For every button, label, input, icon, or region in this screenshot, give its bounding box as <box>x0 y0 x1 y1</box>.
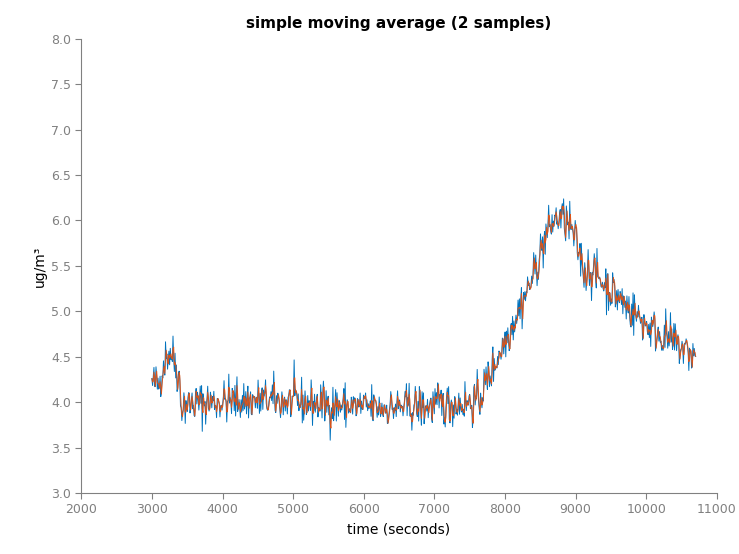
X-axis label: time (seconds): time (seconds) <box>347 522 451 536</box>
Y-axis label: ug/m³: ug/m³ <box>33 245 47 286</box>
Title: simple moving average (2 samples): simple moving average (2 samples) <box>246 16 552 30</box>
